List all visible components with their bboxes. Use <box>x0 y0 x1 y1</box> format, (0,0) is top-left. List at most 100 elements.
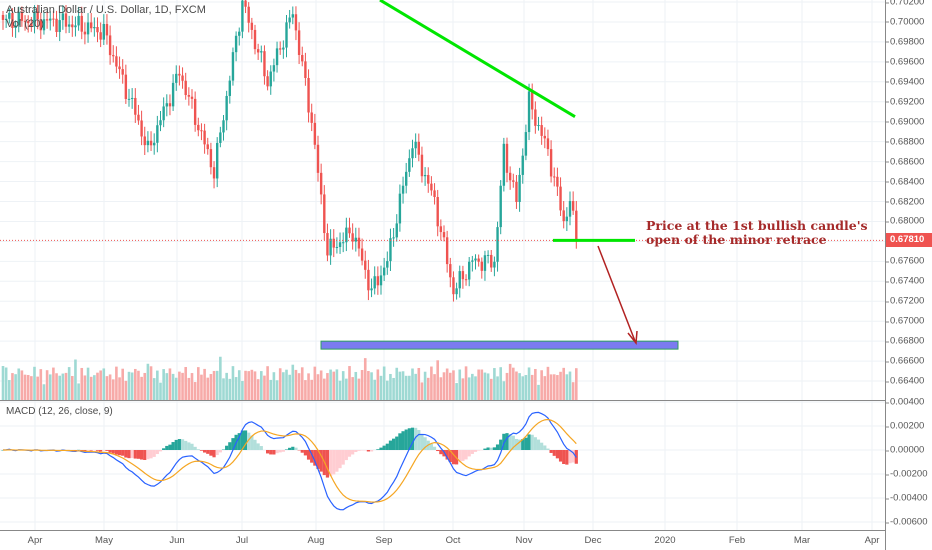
volume-bar <box>401 371 405 400</box>
candle-body <box>442 232 446 238</box>
pane-divider[interactable] <box>0 400 932 401</box>
volume-bar <box>304 380 307 400</box>
macd-histogram-bar <box>379 447 383 450</box>
macd-histogram-bar <box>199 450 204 451</box>
macd-histogram-bar <box>124 450 128 458</box>
volume-bar <box>272 372 276 400</box>
candle-body <box>187 95 191 97</box>
candle-body <box>241 0 244 32</box>
macd-histogram-bar <box>1 450 5 451</box>
macd-histogram-bar <box>420 434 424 450</box>
candle-body <box>427 174 430 184</box>
candle-body <box>423 174 427 177</box>
macd-histogram-bar <box>102 450 106 451</box>
price-tick: 0.69600 <box>885 56 925 68</box>
macd-histogram-bar <box>530 434 534 450</box>
candle-body <box>408 158 411 172</box>
macd-histogram-bar <box>543 445 547 450</box>
candle-body <box>127 98 131 100</box>
macd-histogram-bar <box>329 450 333 477</box>
time-tick: Mar <box>793 535 811 546</box>
macd-histogram-bar <box>187 442 191 450</box>
macd-histogram-bar <box>253 439 257 450</box>
candle-body <box>575 210 578 241</box>
chart-plot[interactable] <box>0 0 885 530</box>
candle-body <box>379 275 383 286</box>
price-tick: 0.66800 <box>885 335 925 347</box>
macd-histogram-bar <box>555 450 559 459</box>
price-tick: 0.68400 <box>885 176 925 188</box>
candle-body <box>546 138 550 150</box>
macd-histogram-bar <box>407 428 411 450</box>
macd-histogram-bar <box>237 433 241 450</box>
volume-bar <box>187 377 191 400</box>
candle-body <box>200 130 203 132</box>
symbol-title: Australian Dollar / U.S. Dollar, 1D, FXC… <box>6 4 206 16</box>
macd-histogram-bar <box>562 450 566 465</box>
down-arrow <box>597 245 636 342</box>
price-tick: 0.69200 <box>885 96 925 108</box>
macd-histogram-bar <box>225 445 229 450</box>
candle-body <box>168 103 172 107</box>
candle-body <box>124 74 128 99</box>
volume-bar <box>351 377 354 400</box>
volume-bar <box>486 373 490 400</box>
volume-bar <box>458 369 462 400</box>
time-axis-divider <box>0 530 932 531</box>
candle-body <box>285 22 288 48</box>
macd-histogram-bar <box>95 450 100 451</box>
candle-body <box>77 15 80 26</box>
volume-bar <box>215 370 219 400</box>
volume-bar <box>266 366 269 400</box>
candle-body <box>392 237 395 239</box>
macd-histogram-bar <box>414 427 418 450</box>
macd-histogram-bar <box>568 450 572 464</box>
candle-body <box>228 80 231 96</box>
volume-bar <box>222 378 225 400</box>
candle-body <box>244 0 247 7</box>
candle-body <box>304 61 307 78</box>
macd-tick: -0.00200 <box>886 468 928 480</box>
candle-body <box>118 66 121 70</box>
candle-body <box>4 18 8 20</box>
volume-bar <box>86 367 90 400</box>
volume-bar <box>319 370 323 400</box>
macd-histogram-bar <box>108 450 112 453</box>
candle-body <box>531 91 534 110</box>
volume-bar <box>159 382 162 400</box>
macd-histogram-bar <box>193 446 197 450</box>
candle-body <box>405 171 408 186</box>
candle-body <box>260 51 263 53</box>
macd-histogram-bar <box>382 445 386 450</box>
macd-histogram-bar <box>473 450 478 452</box>
signal-line <box>2 418 577 503</box>
candle-body <box>36 11 39 20</box>
macd-histogram-bar <box>146 450 150 460</box>
price-axis[interactable]: 0.70200 0.70000 0.69800 0.69600 0.69400 0.692… <box>885 0 932 550</box>
last-price-label: 0.67810 <box>886 233 932 248</box>
candle-body <box>445 237 449 265</box>
volume-bar <box>11 373 14 400</box>
macd-histogram-bar <box>196 449 200 450</box>
volume-bar <box>193 382 197 400</box>
volume-bar <box>67 367 71 400</box>
volume-bar <box>489 378 493 400</box>
candle-body <box>323 194 326 234</box>
volume-bar <box>515 371 518 400</box>
candle-body <box>90 22 93 29</box>
candle-body <box>307 77 310 113</box>
candle-body <box>471 260 474 262</box>
macd-histogram-bar <box>357 450 361 451</box>
candle-body <box>216 142 219 179</box>
price-tick: 0.70000 <box>885 16 925 28</box>
candle-body <box>420 154 424 177</box>
volume-bar <box>263 375 266 400</box>
volume-bar <box>505 372 509 400</box>
volume-bar <box>471 373 474 400</box>
volume-bar <box>225 372 228 400</box>
volume-bar <box>464 366 468 400</box>
time-tick: Apr <box>27 535 43 546</box>
candle-body <box>181 75 184 81</box>
volume-bar <box>426 377 430 400</box>
volume-bar <box>39 369 43 400</box>
